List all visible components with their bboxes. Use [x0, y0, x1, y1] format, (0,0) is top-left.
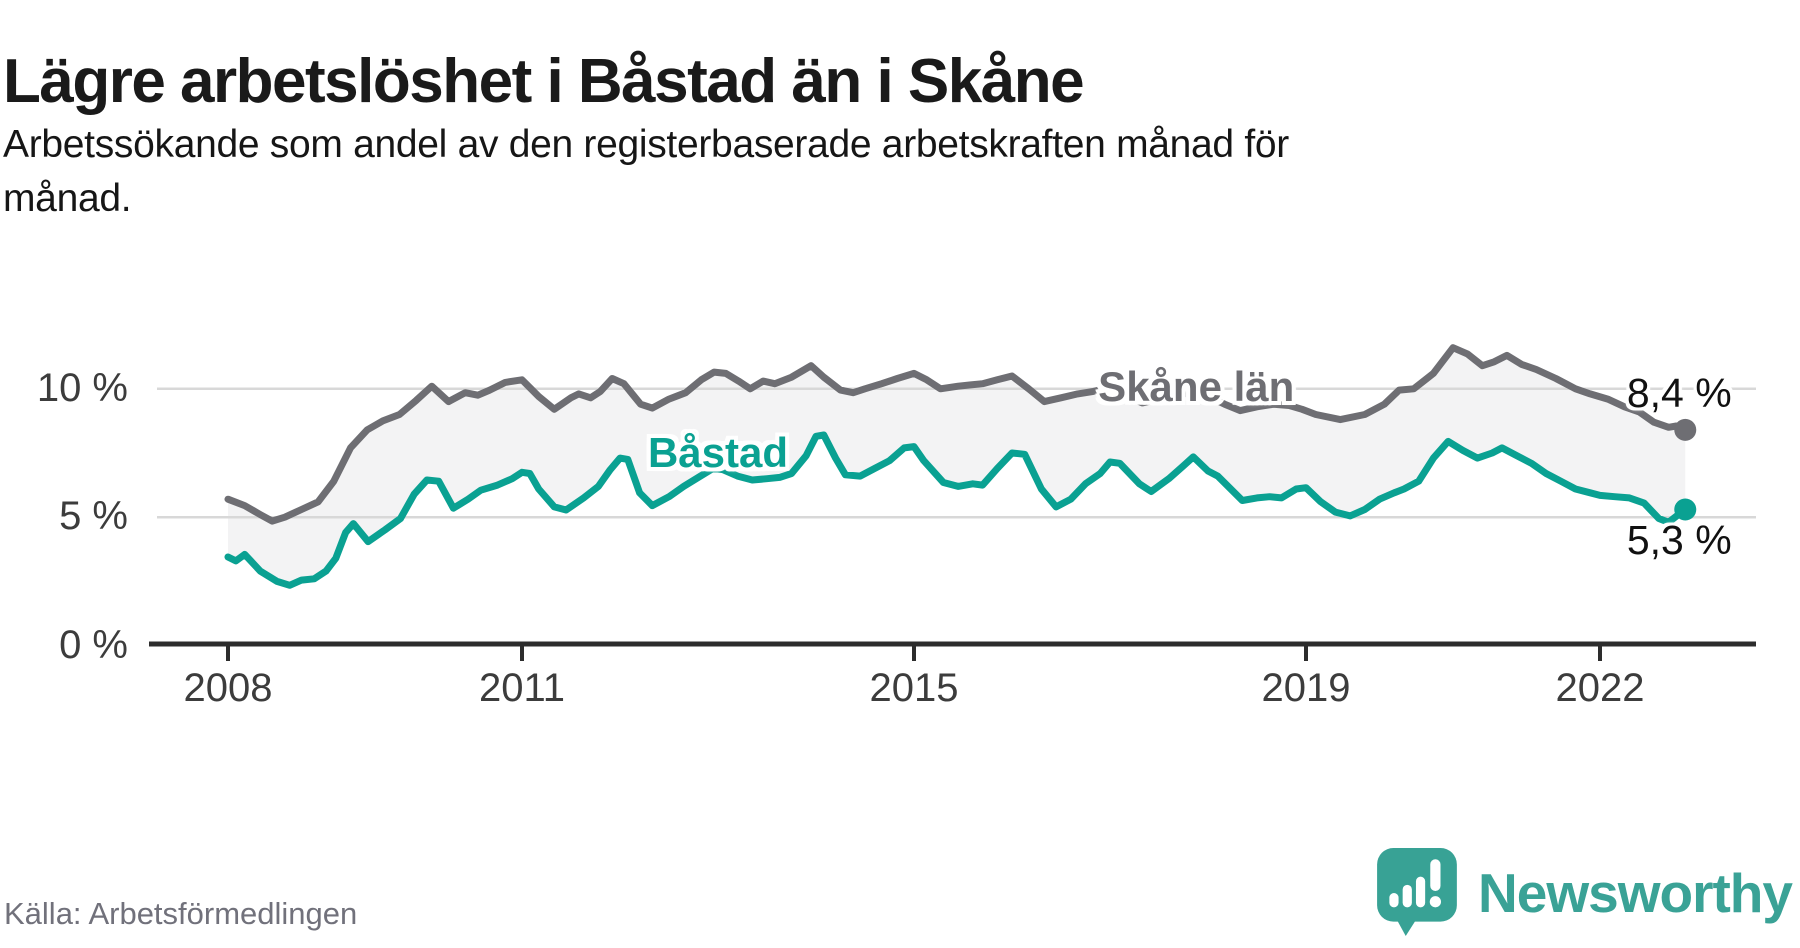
page-subtitle: Arbetssökande som andel av den registerb…: [3, 123, 1289, 220]
bastad-line: [224, 431, 1689, 589]
page-title: Lägre arbetslöshet i Båstad än i Skåne: [3, 46, 1085, 116]
logo-exclamation-icon: [1430, 859, 1441, 891]
logo-bar-3: [1415, 876, 1426, 908]
bastad-end-dot: [1674, 498, 1697, 521]
newsworthy-wordmark: Newsworthy: [1478, 862, 1793, 924]
between-band-fill: [228, 347, 1686, 586]
newsworthy-logo-icon: [1377, 848, 1457, 936]
skane-lan-end-dot: [1674, 418, 1697, 441]
logo-bar-1: [1389, 893, 1399, 908]
source-caption: Källa: Arbetsförmedlingen: [4, 896, 358, 931]
newsworthy-logo: Newsworthy: [1374, 848, 1793, 938]
logo-bar-2: [1402, 884, 1412, 908]
skane-lan-line: [224, 344, 1689, 525]
